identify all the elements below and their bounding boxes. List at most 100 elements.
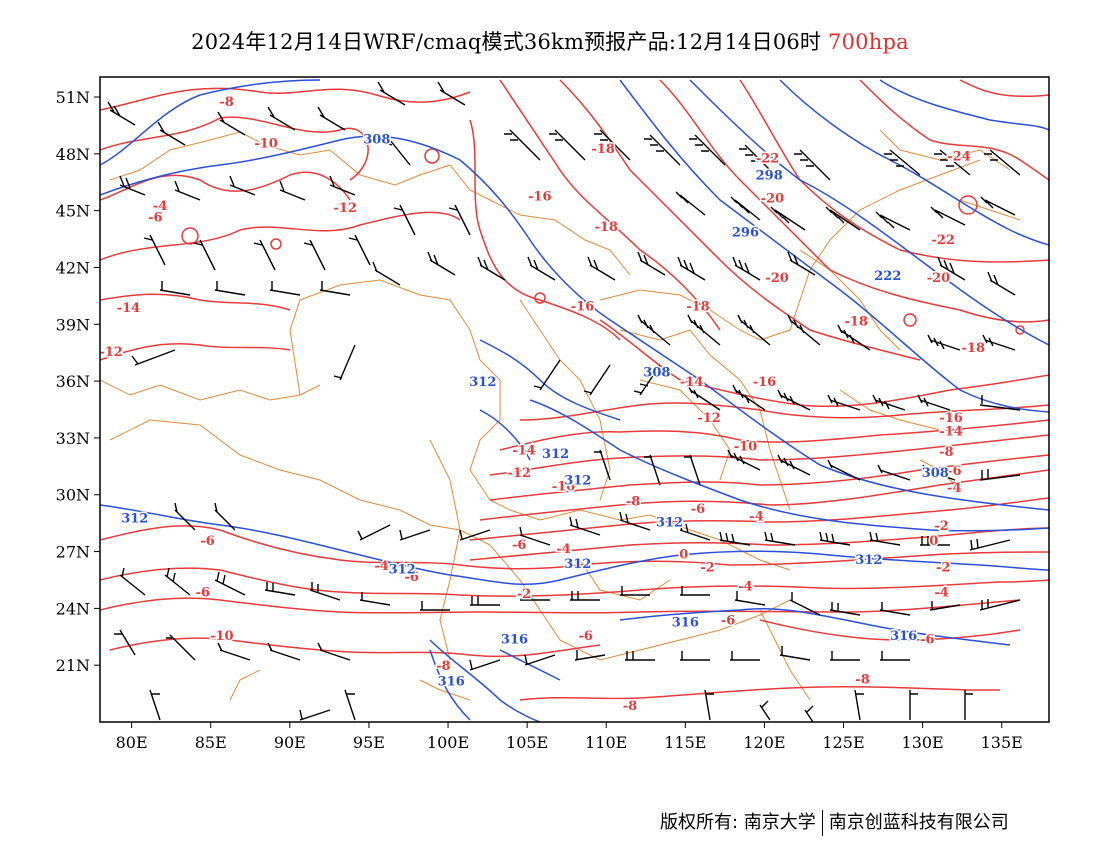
lon-tick-label: 120E <box>743 733 785 752</box>
isotherm-label: -6 <box>721 614 735 629</box>
height-contour-label: 312 <box>469 375 496 390</box>
isotherm-label: -10 <box>552 479 576 494</box>
isotherm-label: -4 <box>153 199 167 214</box>
isotherm-label: -14 <box>512 443 536 458</box>
lat-tick-label: 33N <box>56 429 90 448</box>
isotherm-label: -16 <box>939 411 963 426</box>
height-contour-label: 308 <box>363 133 390 148</box>
isotherm-label: -22 <box>931 233 955 248</box>
lat-tick-label: 30N <box>56 486 90 505</box>
isotherm-label: -2 <box>700 561 714 576</box>
height-contour-label: 316 <box>438 674 465 689</box>
isotherm-label: -2 <box>934 519 948 534</box>
isotherm-label: -4 <box>749 510 763 525</box>
lon-tick-label: 130E <box>902 733 944 752</box>
isotherm-label: -2 <box>517 587 531 602</box>
isotherm-label: -8 <box>626 494 640 509</box>
isotherm-label: -4 <box>738 580 752 595</box>
isotherm-label: -16 <box>528 189 552 204</box>
title-text: 2024年12月14日WRF/cmaq模式36km预报产品:12月14日06时 <box>191 30 822 54</box>
isotherm-label: -8 <box>623 699 637 714</box>
isotherm-label: -18 <box>686 299 710 314</box>
isotherm-label: -8 <box>939 445 953 460</box>
lon-tick-label: 85E <box>195 733 227 752</box>
height-contour-label: 316 <box>672 616 699 631</box>
isotherm-label: -4 <box>934 585 948 600</box>
lon-tick-label: 115E <box>664 733 706 752</box>
isotherm-label: -16 <box>571 299 595 314</box>
isotherm-label: 0 <box>679 547 688 562</box>
boundary-layer <box>100 129 1021 701</box>
isotherm-label: -6 <box>947 464 961 479</box>
isotherm-label: -18 <box>594 220 618 235</box>
isotherm-label: 0 <box>929 534 938 549</box>
axis-layer: 51N 48N 45N 42N 39N 36N 33N 30N 27N 24N 21N 80E 85E 9… <box>56 88 1023 752</box>
isotherm-label: -20 <box>927 271 951 286</box>
isotherm-label: -12 <box>507 466 531 481</box>
height-contour-label: 308 <box>922 466 949 481</box>
height-contour-label: 296 <box>732 225 759 240</box>
height-contour-label: 222 <box>874 269 901 284</box>
footer-separator <box>821 810 823 836</box>
lat-tick-label: 39N <box>56 315 90 334</box>
lon-tick-label: 105E <box>506 733 548 752</box>
isotherm-label: -18 <box>844 314 868 329</box>
isotherm-label: -4 <box>374 559 388 574</box>
isotherm-label: -10 <box>254 136 278 151</box>
isotherm-label: -24 <box>947 150 971 165</box>
isotherm-label: -16 <box>753 375 777 390</box>
lon-tick-label: 135E <box>981 733 1023 752</box>
lon-tick-label: 90E <box>274 733 306 752</box>
isotherm-label: -14 <box>117 301 141 316</box>
isotherm-label: -22 <box>756 152 780 167</box>
chart-title: 2024年12月14日WRF/cmaq模式36km预报产品:12月14日06时 … <box>0 26 1100 56</box>
isotherm-label: -8 <box>436 659 450 674</box>
height-contour-layer <box>100 79 1049 722</box>
height-contour-label: 312 <box>542 447 569 462</box>
lon-tick-label: 110E <box>585 733 627 752</box>
title-level: 700hpa <box>828 30 909 54</box>
height-contour-label: 312 <box>389 563 416 578</box>
copyright-right: 南京创蓝科技有限公司 <box>828 812 1009 833</box>
isotherm-label: -6 <box>578 629 592 644</box>
lon-tick-label: 95E <box>353 733 385 752</box>
plot-frame <box>99 76 1050 723</box>
isotherm-label: -20 <box>761 191 785 206</box>
isotherm-label: -14 <box>939 424 963 439</box>
wind-barb-layer <box>107 81 1021 722</box>
isotherm-label: -12 <box>697 411 721 426</box>
height-contour-label: 316 <box>501 633 528 648</box>
isotherm-label: -8 <box>855 672 869 687</box>
isotherm-label: -10 <box>210 629 234 644</box>
isotherm-label: -6 <box>148 210 162 225</box>
contour-label-layer: -8-10-12-4-6-14-12-18-16-18-16-22-20-24-… <box>99 93 987 715</box>
height-contour-label: 312 <box>855 553 882 568</box>
lat-tick-label: 42N <box>56 258 90 277</box>
lat-tick-label: 45N <box>56 202 90 221</box>
height-contour-label: 308 <box>643 366 670 381</box>
lat-tick-label: 48N <box>56 145 90 164</box>
height-contour-label: 298 <box>756 169 783 184</box>
copyright-left: 版权所有: 南京大学 <box>660 812 816 833</box>
isotherm-label: -10 <box>734 439 758 454</box>
lat-tick-label: 36N <box>56 372 90 391</box>
isotherm-label: -14 <box>680 375 704 390</box>
isotherm-label: -6 <box>196 585 210 600</box>
lat-tick-label: 21N <box>56 656 90 675</box>
isotherm-label: -18 <box>962 341 986 356</box>
lon-tick-label: 125E <box>822 733 864 752</box>
isotherm-label: -6 <box>920 633 934 648</box>
lat-tick-label: 27N <box>56 543 90 562</box>
height-contour-label: 312 <box>564 557 591 572</box>
isotherm-label: -6 <box>691 502 705 517</box>
isotherm-label: -2 <box>936 561 950 576</box>
isotherm-label: -20 <box>765 271 789 286</box>
lon-tick-label: 80E <box>116 733 148 752</box>
isotherm-label: -6 <box>512 538 526 553</box>
isotherm-label: -12 <box>99 345 123 360</box>
height-contour-label: 316 <box>890 629 917 644</box>
lat-tick-label: 24N <box>56 599 90 618</box>
height-contour-label: 312 <box>656 515 683 530</box>
isotherm-label: -4 <box>947 481 961 496</box>
